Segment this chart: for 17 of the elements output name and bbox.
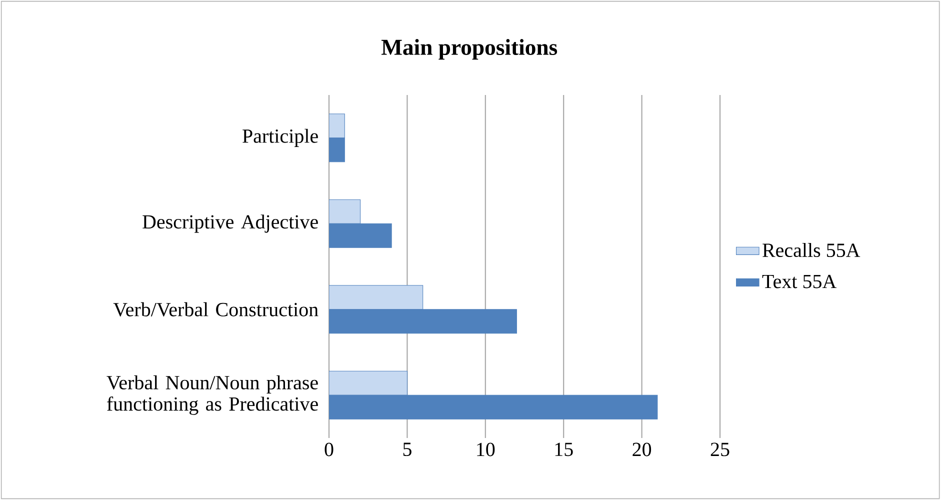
- x-tick-label: 5: [403, 442, 412, 456]
- legend-label: Recalls 55A: [762, 242, 860, 258]
- y-tick-label: Verbal Noun/Noun phrase functioning as Predicative: [106, 375, 318, 415]
- x-tick-label: 15: [555, 442, 573, 456]
- x-tick-label: 25: [710, 442, 730, 456]
- bar: [329, 199, 361, 224]
- bar: [329, 114, 345, 138]
- y-tick-label: Verb/Verbal Construction: [113, 302, 318, 316]
- bar: [329, 285, 424, 310]
- x-tick-label: 10: [477, 442, 495, 456]
- y-tick-label: Descriptive Adjective: [142, 214, 318, 233]
- legend-label: Text 55A: [762, 274, 837, 288]
- x-tick-label: 0: [324, 442, 334, 456]
- bar: [329, 370, 408, 396]
- chart-title: Main propositions: [381, 39, 558, 60]
- y-tick-label: Participle: [242, 128, 318, 147]
- x-tick-label: 20: [632, 442, 652, 456]
